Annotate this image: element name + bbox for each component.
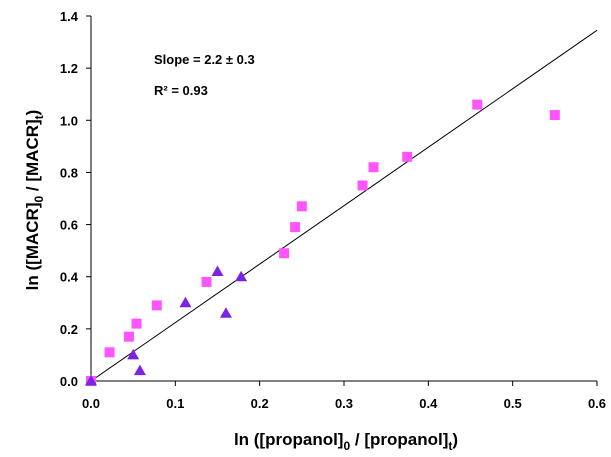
triangle-data-point <box>211 265 224 276</box>
x-axis-label-main: ln ([propanol] <box>234 430 344 449</box>
x-tick-label: 0.3 <box>335 396 353 411</box>
x-axis-label-end: ) <box>452 430 458 449</box>
y-axis-label-end: ) <box>23 110 42 116</box>
y-tick-label: 1.2 <box>60 61 78 76</box>
square-data-point <box>279 248 290 259</box>
x-ticks: 0.0 0.1 0.2 0.3 0.4 0.5 0.6 <box>82 381 606 411</box>
square-data-point <box>296 201 307 212</box>
y-tick-label: 0.0 <box>60 374 78 389</box>
y-tick-label: 1.0 <box>60 113 78 128</box>
triangle-data-point <box>133 364 146 376</box>
y-axis-label: ln ([MACR]0 / [MACR]t) <box>23 110 46 291</box>
triangle-data-point <box>235 270 248 282</box>
x-axis-label-sub-0: 0 <box>343 439 350 452</box>
y-axis-label-sub-t: t <box>32 115 46 119</box>
y-axis-label-mid: / [MACR] <box>23 119 42 195</box>
square-data-point <box>290 222 301 233</box>
square-data-point <box>201 276 212 287</box>
triangle-data-point <box>127 348 140 360</box>
slope-annotation: Slope = 2.2 ± 0.3 <box>154 52 255 67</box>
x-axis-label: ln ([propanol]0 / [propanol]t) <box>234 430 458 452</box>
y-axis-label-sub-0: 0 <box>32 196 46 203</box>
square-data-point <box>104 347 115 358</box>
x-axis-label-mid: / [propanol] <box>350 430 448 449</box>
square-data-point <box>549 110 560 121</box>
y-tick-label: 0.4 <box>60 270 79 285</box>
x-tick-label: 0.5 <box>504 396 522 411</box>
y-tick-label: 0.6 <box>60 218 78 233</box>
y-tick-label: 0.8 <box>60 165 78 180</box>
square-data-point <box>357 180 368 191</box>
regression-line <box>90 29 598 382</box>
x-axis-label-sub-t: t <box>448 439 452 452</box>
x-tick-label: 0.2 <box>251 396 269 411</box>
x-tick-label: 0.0 <box>82 396 100 411</box>
square-data-point <box>131 318 142 329</box>
triangle-data-point <box>179 296 192 308</box>
r-squared-annotation: R² = 0.93 <box>154 83 208 98</box>
square-data-point <box>123 331 134 342</box>
axes <box>90 16 597 382</box>
y-ticks: 0.0 0.2 0.4 0.6 0.8 1.0 1.2 1.4 <box>60 9 91 389</box>
square-data-point <box>472 99 483 110</box>
square-data-point <box>151 300 162 311</box>
square-data-point <box>402 151 413 162</box>
triangle-data-point <box>85 375 97 386</box>
y-tick-label: 1.4 <box>60 9 79 24</box>
fit-line-group <box>90 29 598 382</box>
y-tick-label: 0.2 <box>60 322 78 337</box>
x-tick-label: 0.4 <box>419 396 438 411</box>
data-points <box>85 99 560 386</box>
x-tick-label: 0.1 <box>166 396 184 411</box>
y-axis-label-main: ln ([MACR] <box>23 203 42 291</box>
square-data-point <box>368 162 379 173</box>
x-tick-label: 0.6 <box>588 396 606 411</box>
triangle-data-point <box>219 307 232 318</box>
